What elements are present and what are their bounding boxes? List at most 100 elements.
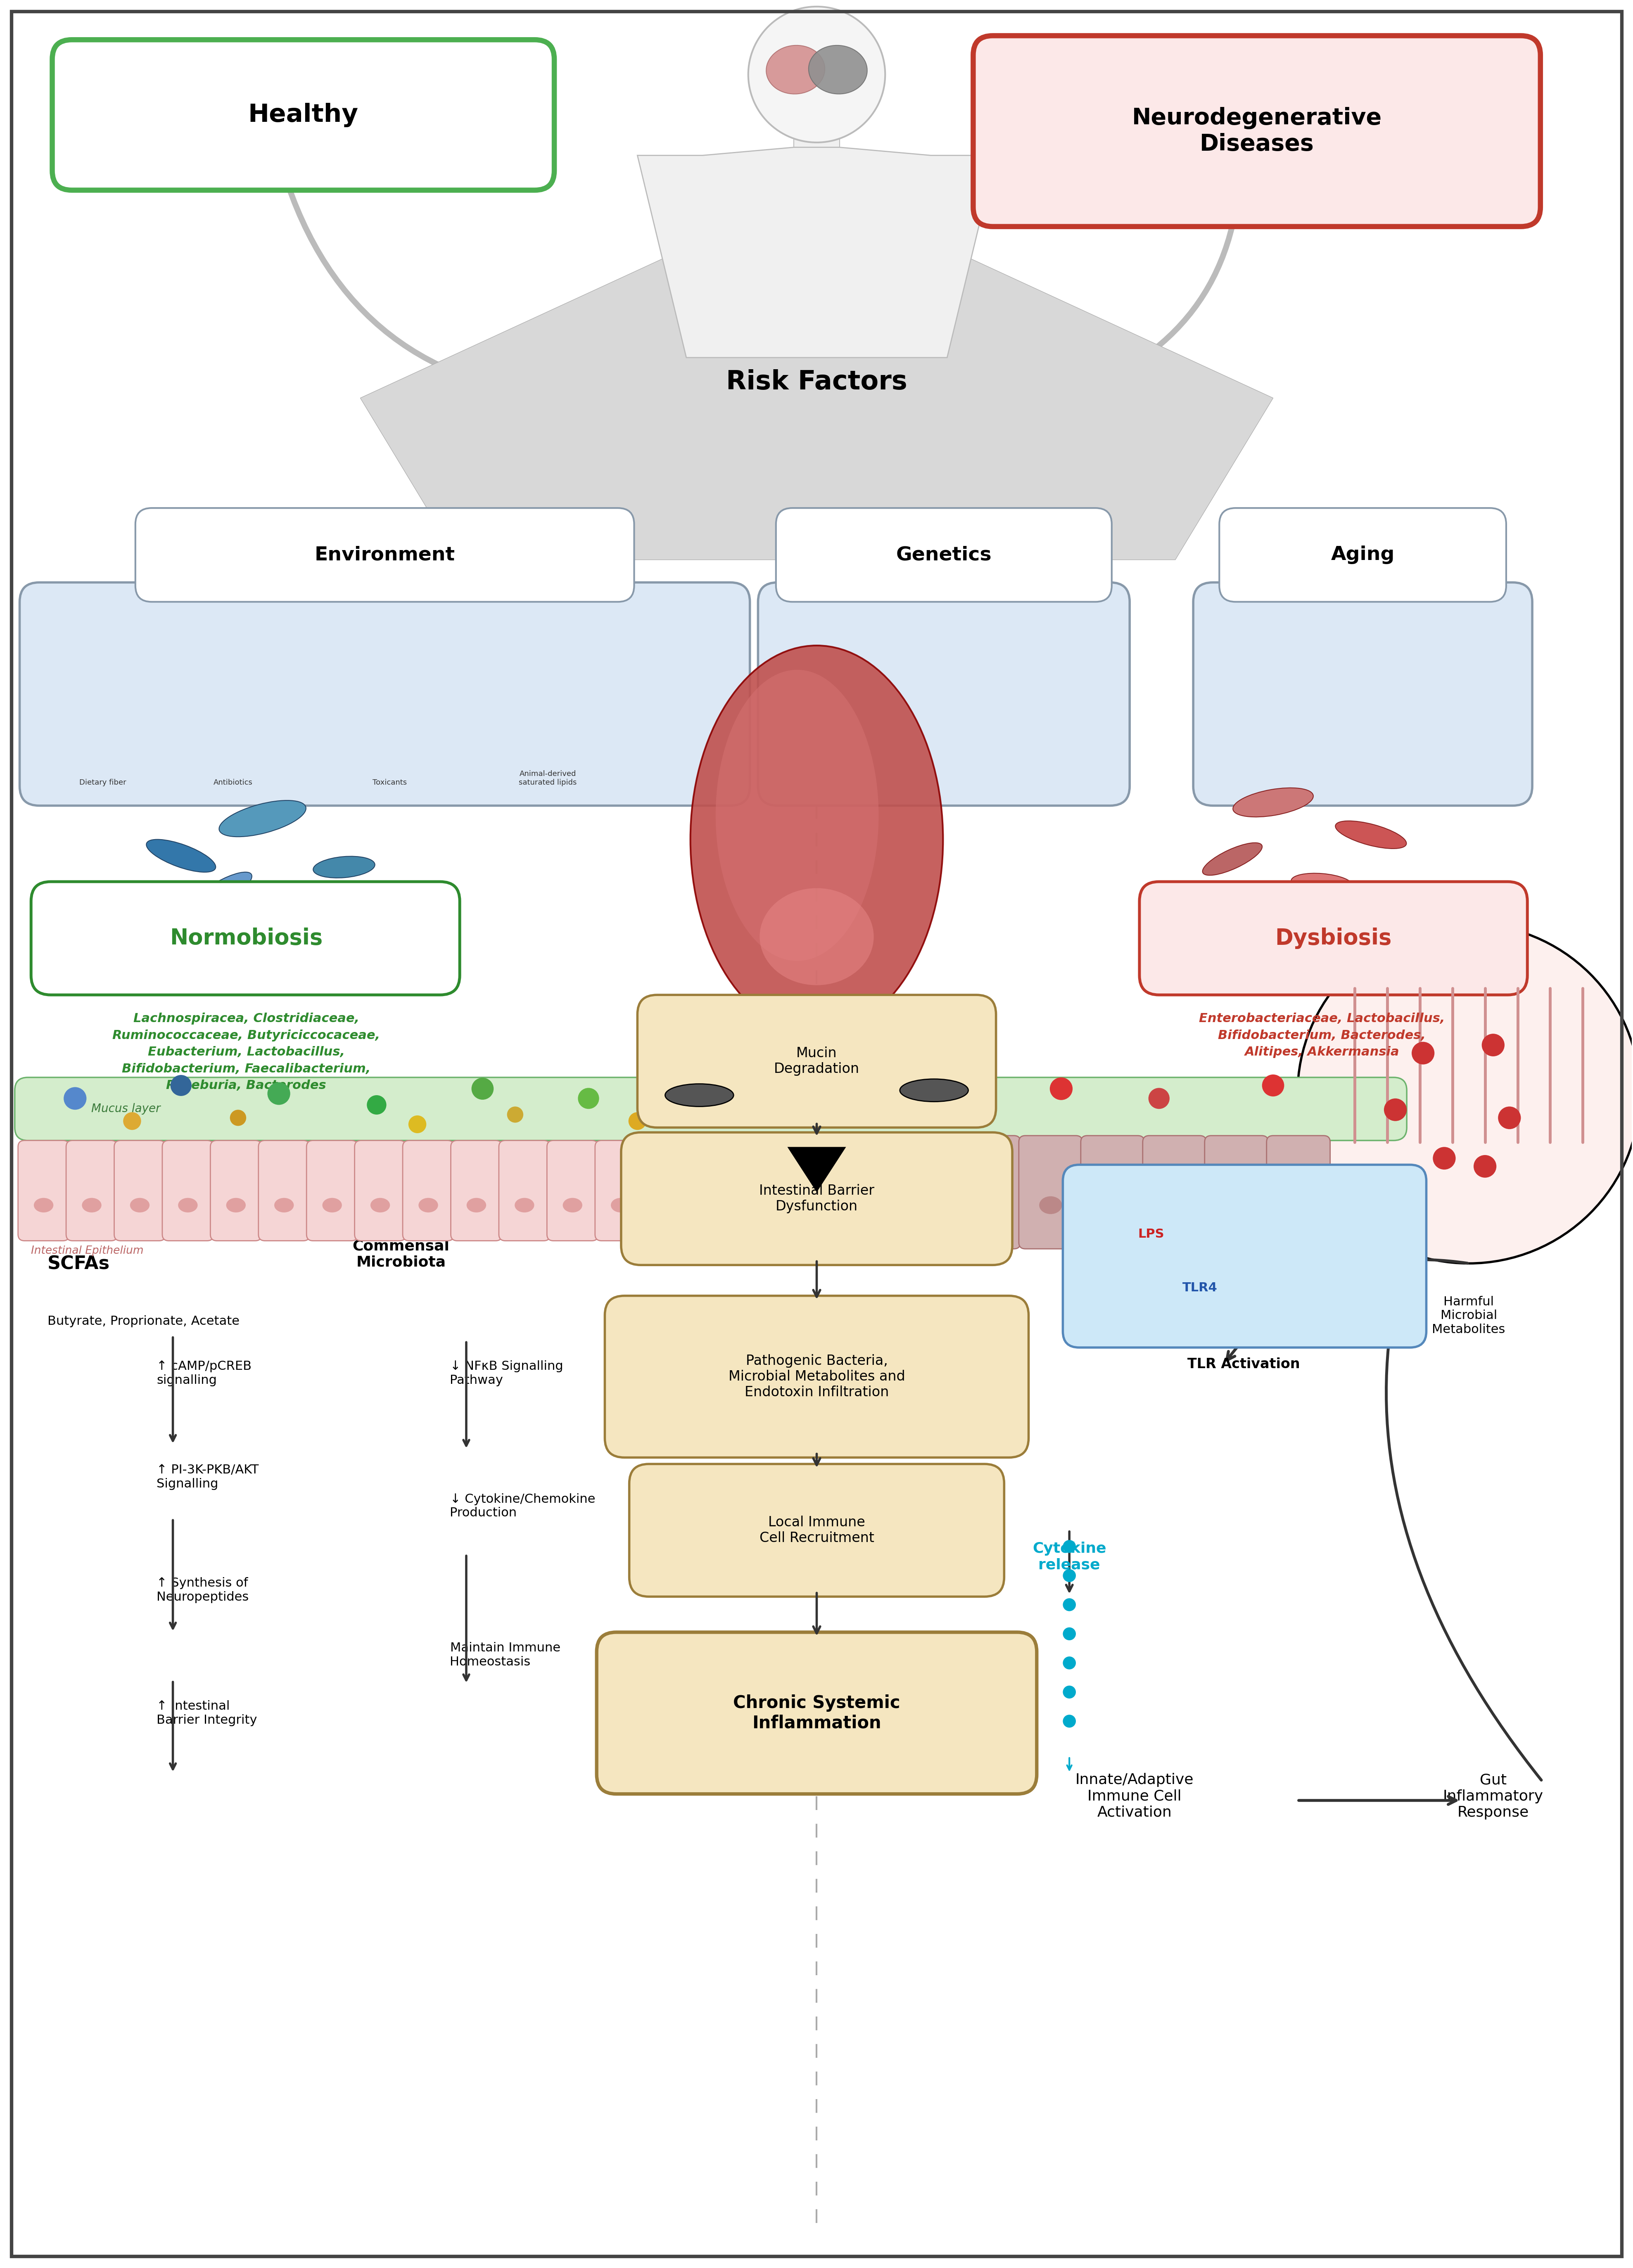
Circle shape: [1063, 1685, 1076, 1699]
Ellipse shape: [134, 905, 180, 928]
Ellipse shape: [563, 1198, 583, 1213]
FancyBboxPatch shape: [833, 1136, 897, 1250]
Ellipse shape: [1367, 889, 1422, 912]
FancyBboxPatch shape: [211, 1141, 261, 1241]
Ellipse shape: [248, 925, 294, 939]
FancyBboxPatch shape: [354, 1141, 407, 1241]
Circle shape: [1063, 1715, 1076, 1728]
Ellipse shape: [1290, 873, 1352, 894]
FancyBboxPatch shape: [643, 1141, 694, 1241]
Ellipse shape: [219, 801, 305, 837]
Text: Innate/Adaptive
Immune Cell
Activation: Innate/Adaptive Immune Cell Activation: [1075, 1774, 1194, 1819]
Ellipse shape: [1336, 821, 1406, 848]
Circle shape: [954, 1095, 973, 1114]
Circle shape: [1432, 1148, 1455, 1170]
Text: Cytokine
release: Cytokine release: [1032, 1542, 1106, 1572]
Text: ↑ PI-3K-PKB/AKT
Signalling: ↑ PI-3K-PKB/AKT Signalling: [157, 1463, 258, 1490]
FancyBboxPatch shape: [136, 508, 634, 601]
FancyBboxPatch shape: [1218, 508, 1506, 601]
Ellipse shape: [852, 1195, 875, 1213]
Ellipse shape: [611, 1198, 630, 1213]
Ellipse shape: [34, 1198, 54, 1213]
FancyBboxPatch shape: [604, 1295, 1029, 1458]
Text: Toxicants: Toxicants: [372, 778, 407, 787]
FancyBboxPatch shape: [547, 1141, 598, 1241]
FancyBboxPatch shape: [1266, 1136, 1329, 1250]
Circle shape: [1063, 1599, 1076, 1610]
FancyBboxPatch shape: [1081, 1136, 1145, 1250]
Ellipse shape: [283, 894, 340, 914]
Text: Dietary fiber: Dietary fiber: [80, 778, 126, 787]
Ellipse shape: [314, 857, 376, 878]
Circle shape: [1050, 1077, 1073, 1100]
Circle shape: [367, 1095, 387, 1114]
Text: ↑ cAMP/pCREB
signalling: ↑ cAMP/pCREB signalling: [157, 1361, 251, 1386]
Text: Aging: Aging: [1331, 547, 1395, 565]
Text: ↑ Synthesis of
Neuropeptides: ↑ Synthesis of Neuropeptides: [157, 1576, 248, 1603]
Ellipse shape: [1163, 1195, 1186, 1213]
Text: Neurodegenerative
Diseases: Neurodegenerative Diseases: [1132, 107, 1382, 154]
Text: TLR Activation: TLR Activation: [1187, 1356, 1300, 1370]
Circle shape: [1063, 1540, 1076, 1554]
Polygon shape: [361, 188, 1272, 560]
FancyBboxPatch shape: [594, 1141, 647, 1241]
Circle shape: [1383, 1098, 1406, 1120]
Circle shape: [1411, 1041, 1434, 1064]
Text: Maintain Immune
Homeostasis: Maintain Immune Homeostasis: [449, 1642, 560, 1667]
Text: Intestinal Barrier
Dysfunction: Intestinal Barrier Dysfunction: [759, 1184, 874, 1213]
Text: Local Immune
Cell Recruitment: Local Immune Cell Recruitment: [759, 1515, 874, 1545]
Ellipse shape: [759, 889, 874, 984]
FancyBboxPatch shape: [15, 1077, 1406, 1141]
FancyBboxPatch shape: [776, 508, 1112, 601]
FancyBboxPatch shape: [637, 996, 996, 1127]
Ellipse shape: [1202, 844, 1262, 875]
FancyBboxPatch shape: [20, 583, 750, 805]
Ellipse shape: [808, 45, 867, 93]
Text: Animal-derived
saturated lipids: Animal-derived saturated lipids: [519, 771, 576, 787]
Ellipse shape: [147, 839, 216, 873]
Ellipse shape: [977, 1195, 999, 1213]
Ellipse shape: [1329, 930, 1378, 943]
Text: Risk Factors: Risk Factors: [727, 370, 906, 395]
Ellipse shape: [191, 873, 251, 912]
FancyBboxPatch shape: [114, 1141, 165, 1241]
Text: ↓ Cytokine/Chemokine
Production: ↓ Cytokine/Chemokine Production: [449, 1492, 594, 1520]
Text: LPS: LPS: [1138, 1229, 1164, 1241]
Ellipse shape: [274, 1198, 294, 1213]
FancyBboxPatch shape: [258, 1141, 310, 1241]
Circle shape: [122, 1111, 140, 1129]
Ellipse shape: [1233, 787, 1313, 816]
FancyBboxPatch shape: [1194, 583, 1532, 805]
Text: Mucus layer: Mucus layer: [91, 1102, 160, 1114]
Ellipse shape: [803, 1198, 823, 1213]
FancyBboxPatch shape: [307, 1141, 358, 1241]
Ellipse shape: [900, 1080, 968, 1102]
FancyBboxPatch shape: [1063, 1166, 1426, 1347]
Ellipse shape: [715, 669, 879, 962]
FancyBboxPatch shape: [1143, 1136, 1205, 1250]
FancyBboxPatch shape: [740, 1141, 790, 1241]
Ellipse shape: [514, 1198, 534, 1213]
FancyBboxPatch shape: [621, 1132, 1012, 1266]
FancyBboxPatch shape: [403, 1141, 454, 1241]
Circle shape: [64, 1086, 87, 1109]
Text: Commensal
Microbiota: Commensal Microbiota: [353, 1238, 449, 1270]
Ellipse shape: [1101, 1195, 1124, 1213]
Text: ↓ NFκB Signalling
Pathway: ↓ NFκB Signalling Pathway: [449, 1361, 563, 1386]
Text: Healthy: Healthy: [248, 102, 358, 127]
Circle shape: [506, 1107, 523, 1123]
Circle shape: [268, 1082, 291, 1105]
Ellipse shape: [322, 1198, 341, 1213]
FancyBboxPatch shape: [973, 36, 1540, 227]
Circle shape: [1481, 1034, 1504, 1057]
Ellipse shape: [131, 1198, 150, 1213]
Ellipse shape: [1287, 1195, 1310, 1213]
Circle shape: [1262, 1075, 1284, 1095]
Text: Environment: Environment: [315, 547, 456, 565]
Ellipse shape: [766, 45, 825, 93]
Text: Normobiosis: Normobiosis: [170, 928, 323, 948]
Circle shape: [854, 1084, 875, 1105]
FancyBboxPatch shape: [895, 1136, 959, 1250]
Text: SCFAs: SCFAs: [47, 1254, 109, 1272]
Circle shape: [1297, 923, 1633, 1263]
